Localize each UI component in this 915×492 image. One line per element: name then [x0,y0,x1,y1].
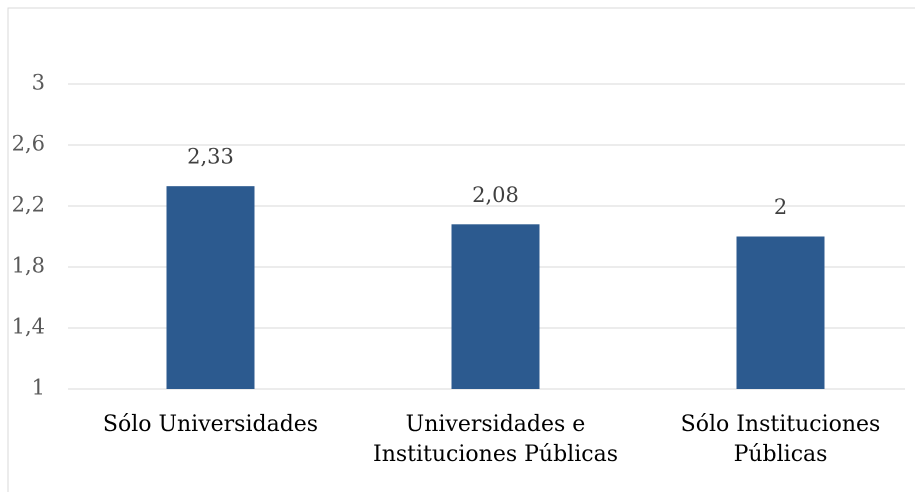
y-tick-label: 1,4 [12,315,45,339]
y-tick-label: 2,2 [12,193,45,217]
bar [166,186,255,389]
data-label: 2 [774,195,787,219]
y-tick-label: 2,6 [12,132,45,156]
y-tick-label: 1 [32,376,45,400]
chart-frame [7,7,915,492]
x-tick-label: Sólo Universidades [102,412,319,437]
y-tick-label: 3 [32,71,45,95]
bar [451,224,540,389]
data-label: 2,08 [472,183,519,207]
y-tick-label: 1,8 [12,254,45,278]
x-tick-label: Universidades e Instituciones Públicas [373,412,618,467]
bar [736,236,825,389]
x-tick-label: Sólo Instituciones Públicas [680,412,881,467]
data-label: 2,33 [187,145,234,169]
